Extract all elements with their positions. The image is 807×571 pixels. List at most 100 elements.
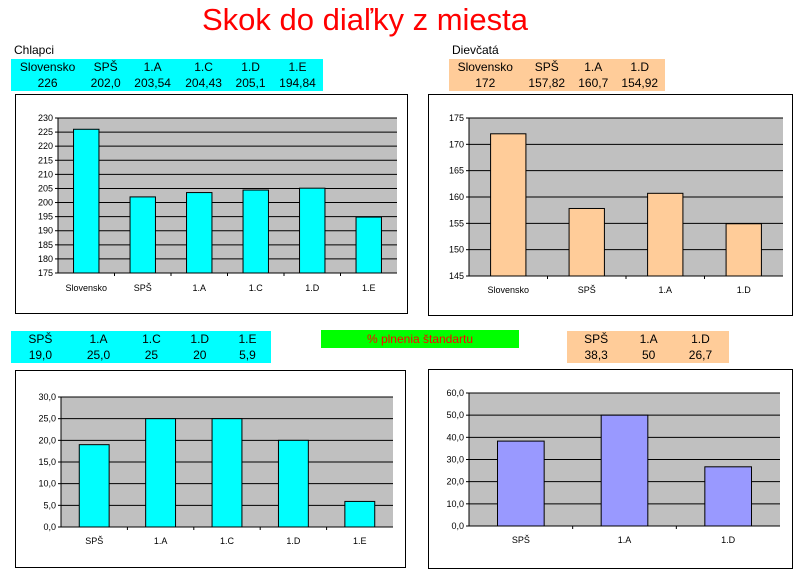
table-header-cell: Slovensko bbox=[457, 60, 513, 74]
table-cell: 204,43 bbox=[185, 76, 222, 90]
y-tick-label: 5,0 bbox=[43, 500, 56, 510]
table-row: 226 202,0 203,54 204,43 205,1 194,84 bbox=[11, 75, 323, 91]
boys-results-table: Slovensko SPŠ 1.A 1.C 1.D 1.E 226 202,0 … bbox=[11, 59, 323, 91]
table-cell: 20 bbox=[193, 348, 207, 362]
girls-results-chart: 145 150 155 160 165 170 175 Slovensko SPŠ 1.A 1.D bbox=[428, 94, 793, 316]
y-tick-label: 180 bbox=[38, 254, 53, 264]
girls-standard-chart-svg: 0,0 10,0 20,0 30,0 40,0 50,0 60,0 SPŠ 1.A 1.D bbox=[446, 388, 780, 545]
table-header-row: SPŠ 1.A 1.C 1.D 1.E bbox=[11, 331, 271, 347]
x-tick-label: 1.A bbox=[618, 535, 632, 545]
y-tick-label: 175 bbox=[38, 268, 53, 278]
y-tick-label: 220 bbox=[38, 141, 53, 151]
y-tick-label: 200 bbox=[38, 198, 53, 208]
girls-standard-chart: 0,0 10,0 20,0 30,0 40,0 50,0 60,0 SPŠ 1.A 1.D bbox=[428, 369, 793, 569]
table-cell: 194,84 bbox=[279, 76, 316, 90]
table-header-cell: 1.D bbox=[190, 332, 210, 346]
x-tick-label: SPŠ bbox=[85, 536, 103, 546]
y-tick-label: 20,0 bbox=[38, 435, 56, 445]
boys-results-chart: 175 180 185 190 195 200 205 210 215 220 225 230 Slov… bbox=[15, 94, 408, 314]
y-tick-label: 205 bbox=[38, 183, 53, 193]
bar bbox=[129, 196, 156, 274]
table-header-cell: Slovensko bbox=[19, 60, 76, 74]
bar bbox=[277, 439, 309, 528]
table-row: 38,3 50 26,7 bbox=[567, 347, 729, 363]
x-tick-label: SPŠ bbox=[134, 283, 152, 293]
table-row: 172 157,82 160,7 154,92 bbox=[449, 75, 665, 91]
bar bbox=[211, 418, 243, 528]
boys-results-chart-svg: 175 180 185 190 195 200 205 210 215 220 225 230 Slov… bbox=[38, 113, 397, 293]
table-cell: 5,9 bbox=[239, 348, 256, 362]
x-tick-label: 1.A bbox=[154, 536, 168, 546]
x-tick-label: 1.A bbox=[658, 285, 672, 295]
table-header-cell: SPŠ bbox=[584, 332, 609, 346]
y-tick-label: 50,0 bbox=[446, 410, 464, 420]
x-tick-label: 1.E bbox=[353, 536, 367, 546]
bar bbox=[242, 189, 269, 274]
x-tick-label: SPŠ bbox=[512, 535, 530, 545]
y-tick-label: 185 bbox=[38, 240, 53, 250]
girls-standard-table: SPŠ 1.A 1.D 38,3 50 26,7 bbox=[567, 331, 729, 363]
x-tick-label: 1.A bbox=[192, 283, 206, 293]
y-tick-label: 175 bbox=[449, 113, 464, 123]
table-header-cell: 1.E bbox=[238, 332, 257, 346]
bar bbox=[78, 444, 110, 528]
table-cell: 203,54 bbox=[134, 76, 171, 90]
girls-results-chart-svg: 145 150 155 160 165 170 175 Slovensko SPŠ 1.A 1.D bbox=[449, 113, 783, 295]
girls-label: Dievčatá bbox=[452, 43, 499, 57]
x-tick-label: 1.D bbox=[286, 536, 301, 546]
y-tick-label: 40,0 bbox=[446, 432, 464, 442]
y-tick-label: 150 bbox=[449, 245, 464, 255]
table-cell: 157,82 bbox=[528, 76, 566, 90]
x-tick-label: SPŠ bbox=[578, 285, 596, 295]
y-tick-label: 20,0 bbox=[446, 477, 464, 487]
y-tick-label: 160 bbox=[449, 192, 464, 202]
y-tick-label: 10,0 bbox=[446, 499, 464, 509]
y-tick-label: 210 bbox=[38, 169, 53, 179]
table-cell: 26,7 bbox=[688, 348, 713, 362]
y-tick-label: 25,0 bbox=[38, 414, 56, 424]
table-cell: 50 bbox=[641, 348, 656, 362]
bar bbox=[344, 500, 376, 528]
table-header-cell: SPŠ bbox=[534, 60, 559, 74]
table-cell: 202,0 bbox=[90, 76, 121, 90]
table-cell: 25,0 bbox=[86, 348, 111, 362]
table-header-cell: 1.C bbox=[194, 60, 213, 74]
table-header-cell: SPŠ bbox=[28, 332, 53, 346]
bar bbox=[647, 192, 684, 277]
y-tick-label: 190 bbox=[38, 226, 53, 236]
y-tick-label: 230 bbox=[38, 113, 53, 123]
y-tick-label: 10,0 bbox=[38, 479, 56, 489]
y-tick-label: 0,0 bbox=[43, 522, 56, 532]
x-tick-label: 1.C bbox=[249, 283, 264, 293]
bar bbox=[725, 223, 762, 277]
bar bbox=[186, 192, 213, 274]
girls-results-table: Slovensko SPŠ 1.A 1.D 172 157,82 160,7 1… bbox=[449, 59, 665, 91]
y-tick-label: 225 bbox=[38, 127, 53, 137]
table-header-cell: 1.A bbox=[89, 332, 108, 346]
y-tick-label: 145 bbox=[449, 271, 464, 281]
table-header-row: Slovensko SPŠ 1.A 1.D bbox=[449, 59, 665, 75]
y-tick-label: 195 bbox=[38, 212, 53, 222]
x-tick-label: Slovensko bbox=[487, 285, 529, 295]
y-tick-label: 60,0 bbox=[446, 388, 464, 398]
table-header-cell: 1.D bbox=[691, 332, 710, 346]
standard-banner: % plnenia štandartu bbox=[321, 330, 519, 348]
page-title: Skok do diaľky z miesta bbox=[201, 2, 529, 37]
boys-standard-chart-svg: 0,0 5,0 10,0 15,0 20,0 25,0 30,0 SPŠ 1.A 1.C 1.D 1.… bbox=[38, 392, 393, 546]
table-cell: 160,7 bbox=[578, 76, 609, 90]
table-header-cell: 1.D bbox=[630, 60, 650, 74]
y-tick-label: 0,0 bbox=[451, 521, 464, 531]
bar bbox=[73, 128, 100, 274]
x-tick-label: Slovensko bbox=[65, 283, 107, 293]
table-row: 19,0 25,0 25 20 5,9 bbox=[11, 347, 271, 363]
table-header-cell: SPŠ bbox=[93, 60, 118, 74]
y-tick-label: 155 bbox=[449, 218, 464, 228]
y-tick-label: 215 bbox=[38, 155, 53, 165]
table-header-cell: 1.A bbox=[639, 332, 658, 346]
table-header-cell: 1.D bbox=[241, 60, 260, 74]
x-tick-label: 1.D bbox=[721, 535, 736, 545]
table-cell: 19,0 bbox=[28, 348, 53, 362]
x-tick-label: 1.D bbox=[737, 285, 752, 295]
y-tick-label: 30,0 bbox=[446, 455, 464, 465]
y-tick-label: 15,0 bbox=[38, 457, 56, 467]
